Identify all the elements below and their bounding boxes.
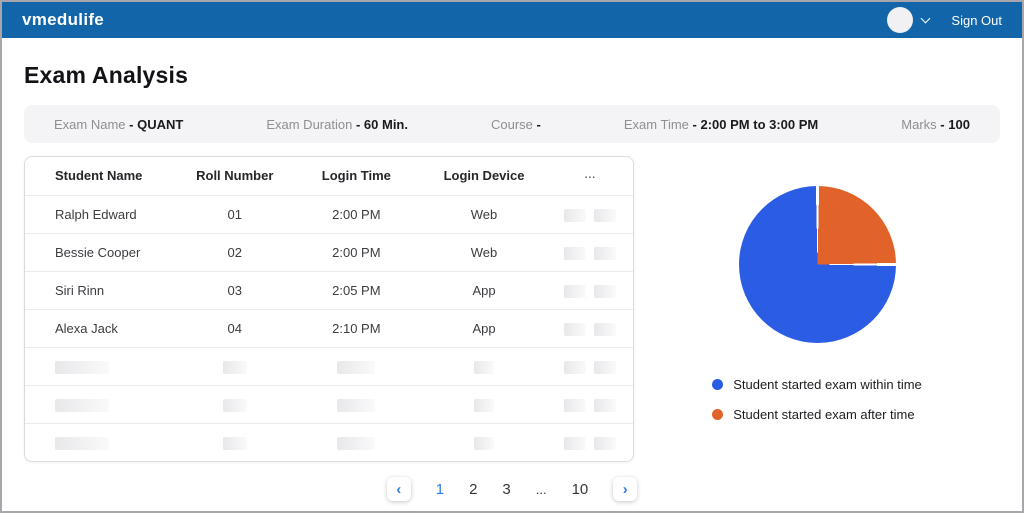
chart-column: Student started exam within time Student… <box>634 156 1000 462</box>
students-table-card: Student Name Roll Number Login Time Logi… <box>24 156 634 462</box>
cell-student-name: Alexa Jack <box>25 308 177 347</box>
pagination-prev-button[interactable]: ‹ <box>386 477 411 501</box>
placeholder-chip <box>55 360 109 374</box>
chevron-down-icon[interactable] <box>920 13 931 24</box>
chevron-right-icon: › <box>622 480 628 498</box>
pagination-page-10[interactable]: 10 <box>571 480 589 498</box>
pagination-next-button[interactable]: › <box>613 477 638 501</box>
cell-login-device: Web <box>420 194 548 233</box>
info-exam-time: Exam Time - 2:00 PM to 3:00 PM <box>623 116 819 132</box>
placeholder-chip <box>594 398 617 412</box>
table-column: Student Name Roll Number Login Time Logi… <box>24 156 634 462</box>
info-course: Course - <box>491 116 541 132</box>
legend-item-within-time: Student started exam within time <box>712 377 922 392</box>
sign-out-button[interactable]: Sign Out <box>951 12 1002 28</box>
placeholder-chip <box>564 322 587 336</box>
header-roll-number: Roll Number <box>196 168 274 184</box>
header-student-name: Student Name <box>55 168 143 184</box>
placeholder-chip <box>564 398 587 412</box>
placeholder-row <box>25 384 633 423</box>
pagination-page-3[interactable]: 3 <box>502 480 511 498</box>
table-row: Siri Rinn 03 2:05 PM App <box>25 270 633 309</box>
legend-label: Student started exam after time <box>733 407 915 422</box>
placeholder-chip <box>594 322 617 336</box>
cell-login-time: 2:10 PM <box>292 308 421 347</box>
topbar-right: Sign Out <box>887 7 1002 33</box>
placeholder-chip <box>564 436 587 450</box>
cell-login-time: 2:00 PM <box>292 194 421 233</box>
header-login-device: Login Device <box>443 168 525 184</box>
pagination-page-1[interactable]: 1 <box>435 480 445 498</box>
page-title: Exam Analysis <box>24 62 189 88</box>
legend-dot-blue-icon <box>712 379 724 390</box>
cell-roll-number: 01 <box>177 194 293 233</box>
students-table: Student Name Roll Number Login Time Logi… <box>25 157 633 461</box>
table-row: Alexa Jack 04 2:10 PM App <box>25 308 633 347</box>
cell-login-device: App <box>420 270 548 309</box>
cell-extra-placeholder <box>547 308 633 347</box>
placeholder-chip <box>564 246 587 260</box>
cell-student-name: Siri Rinn <box>25 270 177 309</box>
placeholder-chip <box>474 360 495 374</box>
cell-roll-number: 02 <box>177 232 293 271</box>
placeholder-chip <box>337 436 376 450</box>
exam-info-bar: Exam Name - QUANT Exam Duration - 60 Min… <box>24 105 1000 143</box>
placeholder-chip <box>222 436 247 450</box>
placeholder-chip <box>564 284 587 298</box>
cell-login-time: 2:05 PM <box>292 270 421 309</box>
main-content: Exam Analysis Exam Name - QUANT Exam Dur… <box>2 38 1022 501</box>
placeholder-chip <box>594 360 617 374</box>
pagination-page-2[interactable]: 2 <box>469 480 478 498</box>
placeholder-chip <box>594 284 617 298</box>
info-exam-duration: Exam Duration - 60 Min. <box>266 116 408 132</box>
pie-chart <box>738 186 896 343</box>
info-marks: Marks - 100 <box>901 116 970 132</box>
brand-logo[interactable]: vmedulife <box>22 10 105 29</box>
chevron-left-icon: ‹ <box>396 480 402 498</box>
header-login-time: Login Time <box>321 168 391 184</box>
cell-student-name: Ralph Edward <box>25 194 177 233</box>
table-row: Ralph Edward 01 2:00 PM Web <box>25 194 633 233</box>
placeholder-chip <box>222 398 247 412</box>
cell-extra-placeholder <box>547 270 633 309</box>
placeholder-chip <box>55 398 109 412</box>
cell-roll-number: 04 <box>177 308 293 347</box>
cell-roll-number: 03 <box>177 270 293 309</box>
placeholder-chip <box>474 436 495 450</box>
cell-login-device: App <box>420 308 548 347</box>
placeholder-chip <box>55 436 109 450</box>
placeholder-chip <box>474 398 495 412</box>
cell-student-name: Bessie Cooper <box>25 232 177 271</box>
cell-login-time: 2:00 PM <box>292 232 421 271</box>
table-row: Bessie Cooper 02 2:00 PM Web <box>25 232 633 271</box>
pagination: ‹ 1 2 3 ... 10 › <box>24 477 1000 501</box>
top-navigation-bar: vmedulife Sign Out <box>2 2 1022 38</box>
legend-dot-orange-icon <box>712 409 724 420</box>
table-header-row: Student Name Roll Number Login Time Logi… <box>25 157 633 195</box>
legend-item-after-time: Student started exam after time <box>712 407 922 422</box>
placeholder-chip <box>594 246 617 260</box>
chart-legend: Student started exam within time Student… <box>712 377 922 437</box>
placeholder-chip <box>594 436 617 450</box>
cell-extra-placeholder <box>547 194 633 233</box>
placeholder-row <box>25 422 633 461</box>
cell-extra-placeholder <box>547 232 633 271</box>
info-exam-name: Exam Name - QUANT <box>54 116 184 132</box>
avatar[interactable] <box>887 7 914 33</box>
placeholder-chip <box>564 360 587 374</box>
content-row: Student Name Roll Number Login Time Logi… <box>24 156 1000 462</box>
placeholder-chip <box>594 208 617 222</box>
placeholder-chip <box>337 360 376 374</box>
placeholder-row <box>25 346 633 385</box>
legend-label: Student started exam within time <box>733 377 922 392</box>
cell-login-device: Web <box>420 232 548 271</box>
placeholder-chip <box>564 208 587 222</box>
pagination-ellipsis: ... <box>535 481 547 497</box>
header-more-columns: ... <box>584 170 597 182</box>
placeholder-chip <box>222 360 247 374</box>
placeholder-chip <box>337 398 376 412</box>
